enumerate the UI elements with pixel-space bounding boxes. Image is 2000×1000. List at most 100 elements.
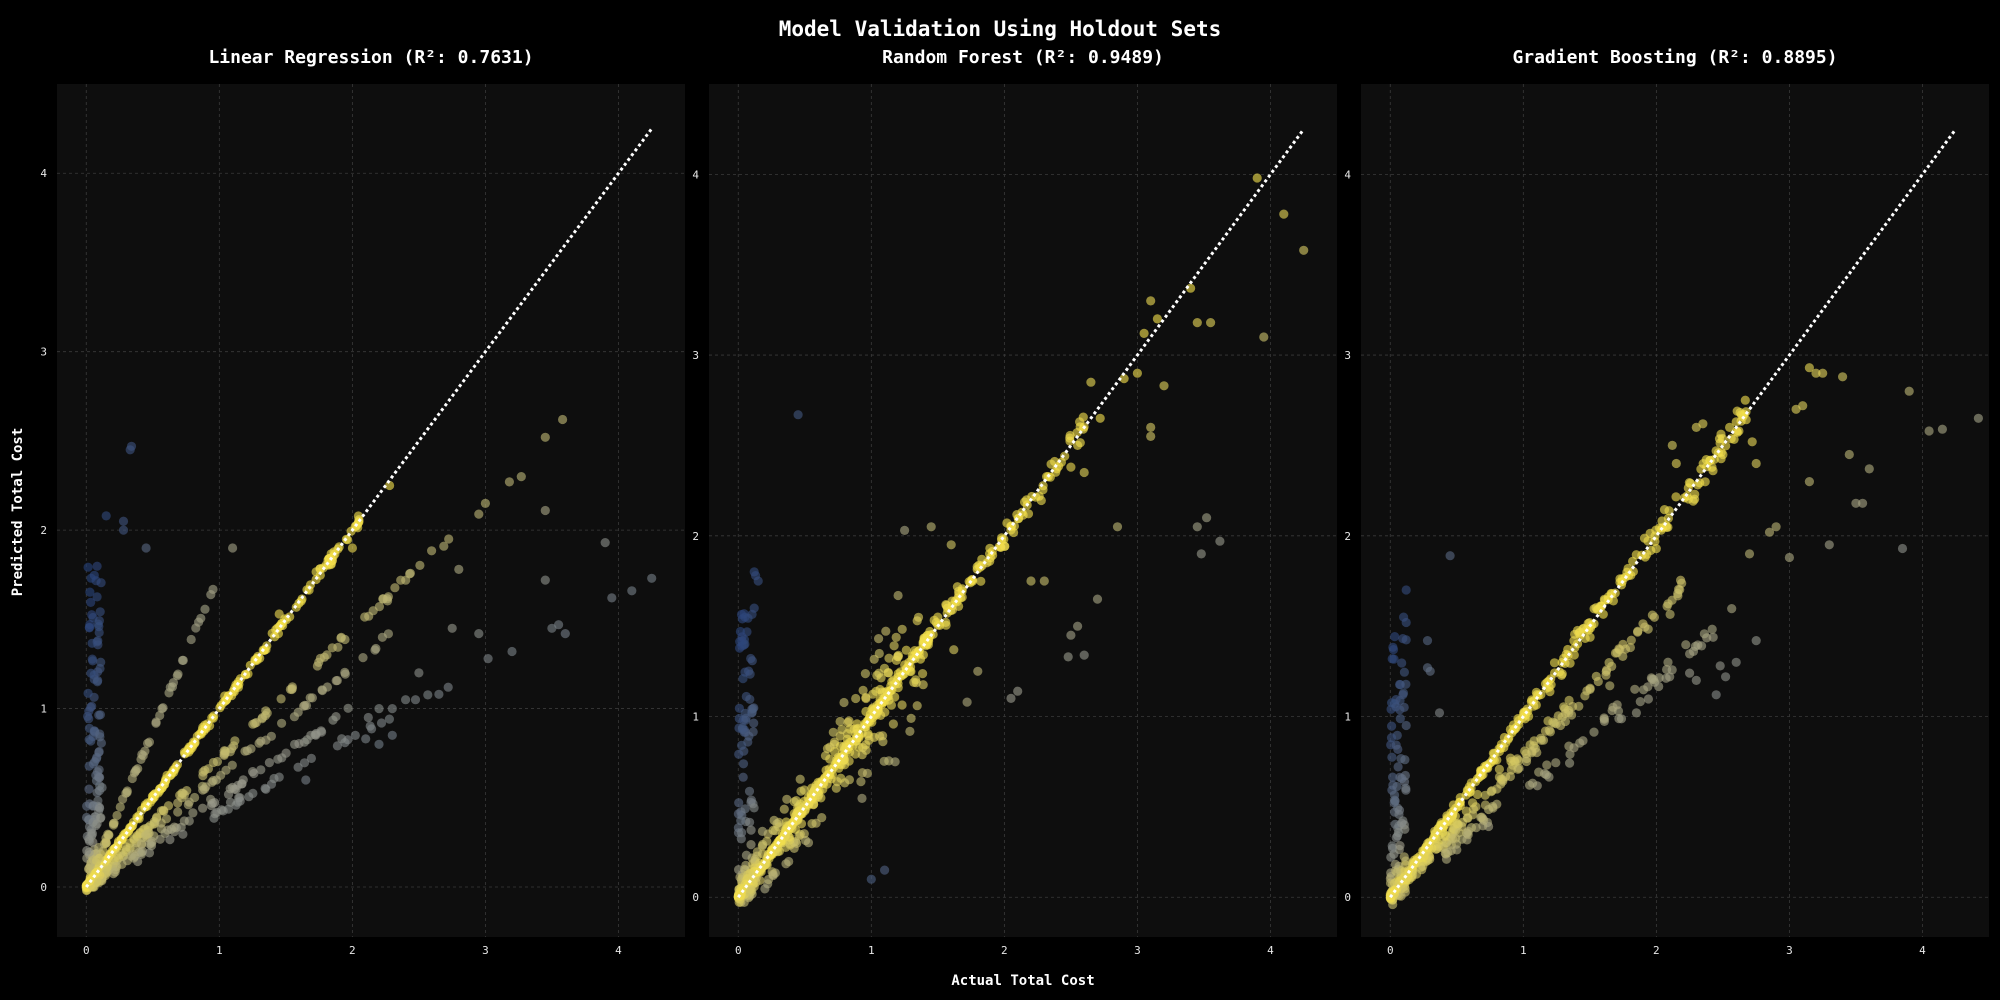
data-point <box>84 864 94 874</box>
data-point <box>363 712 373 723</box>
data-point <box>89 570 99 580</box>
data-point <box>876 710 886 721</box>
data-point <box>1397 818 1407 828</box>
data-point <box>844 775 855 785</box>
data-point <box>857 750 867 760</box>
data-point <box>328 715 338 725</box>
data-point <box>95 803 105 813</box>
data-point <box>865 709 876 719</box>
data-point <box>110 867 120 877</box>
data-point <box>1580 691 1590 701</box>
data-point <box>228 543 238 553</box>
data-point <box>1112 522 1123 532</box>
data-point <box>1729 434 1739 444</box>
data-point <box>115 802 125 812</box>
data-point <box>1665 672 1675 682</box>
data-point <box>1574 628 1584 639</box>
data-point <box>1973 413 1983 423</box>
data-point <box>746 653 756 664</box>
data-point <box>1811 368 1821 378</box>
data-point <box>1401 876 1411 887</box>
data-point <box>1521 756 1532 767</box>
data-point <box>889 641 899 651</box>
data-point <box>1924 426 1934 436</box>
identity-line <box>1389 128 1957 899</box>
data-point <box>817 813 827 823</box>
data-point <box>384 714 394 724</box>
data-point <box>1732 406 1742 416</box>
data-point <box>1578 736 1588 746</box>
data-point <box>161 814 172 824</box>
data-point <box>856 777 866 787</box>
data-point <box>1904 386 1914 396</box>
panel-title: Gradient Boosting (R²: 0.8895) <box>1512 47 1837 68</box>
data-point <box>1538 735 1549 745</box>
data-point <box>745 817 755 827</box>
data-point <box>1528 778 1538 788</box>
identity-line <box>737 128 1305 899</box>
data-point <box>1844 449 1854 460</box>
y-tick-label: 2 <box>692 530 699 543</box>
data-point <box>118 794 128 804</box>
data-point <box>1422 636 1433 646</box>
data-point <box>1259 332 1269 342</box>
data-point <box>96 578 106 588</box>
data-point <box>1591 603 1601 613</box>
data-point <box>84 706 94 716</box>
data-point <box>835 716 845 727</box>
data-point <box>849 724 859 734</box>
data-point <box>897 624 907 634</box>
data-point <box>748 727 758 737</box>
data-point <box>1804 363 1814 373</box>
data-point <box>1549 718 1559 728</box>
y-tick-label: 4 <box>692 168 699 181</box>
data-point <box>860 669 871 679</box>
data-point <box>779 804 789 814</box>
data-point <box>1086 377 1096 387</box>
data-point <box>1462 813 1472 823</box>
data-point <box>1740 395 1750 405</box>
x-tick-label: 1 <box>1520 944 1527 957</box>
x-tick-label: 3 <box>1134 944 1141 957</box>
data-point <box>1612 700 1622 710</box>
data-point <box>336 632 346 643</box>
data-point <box>741 713 751 723</box>
identity-line <box>85 127 653 888</box>
data-point <box>1046 459 1056 469</box>
data-point <box>835 741 846 751</box>
data-point <box>414 668 424 678</box>
data-point <box>1569 650 1579 660</box>
data-point <box>1531 687 1541 698</box>
data-point <box>340 667 350 678</box>
x-tick-label: 0 <box>735 944 742 957</box>
data-point <box>374 704 384 714</box>
data-point <box>1401 585 1411 595</box>
data-point <box>1667 595 1677 605</box>
data-point <box>1509 756 1519 766</box>
data-point <box>237 779 247 789</box>
data-point <box>1398 690 1408 700</box>
data-point <box>745 694 755 704</box>
data-point <box>1401 679 1411 689</box>
data-point <box>299 701 309 711</box>
data-point <box>752 847 763 857</box>
data-point <box>769 815 779 826</box>
data-point <box>737 828 747 838</box>
data-point <box>94 746 104 757</box>
data-point <box>1075 422 1085 432</box>
data-point <box>178 655 188 666</box>
data-point <box>151 718 161 728</box>
data-point <box>276 694 286 704</box>
data-point <box>227 760 237 770</box>
data-point <box>1400 884 1410 894</box>
data-point <box>1390 859 1400 870</box>
data-point <box>225 784 235 794</box>
data-point <box>1633 627 1643 637</box>
data-point <box>198 803 208 813</box>
data-point <box>748 704 758 714</box>
data-point <box>1731 657 1741 667</box>
data-point <box>401 695 411 705</box>
data-point <box>926 522 936 532</box>
data-point <box>95 607 105 617</box>
data-point <box>383 596 393 606</box>
